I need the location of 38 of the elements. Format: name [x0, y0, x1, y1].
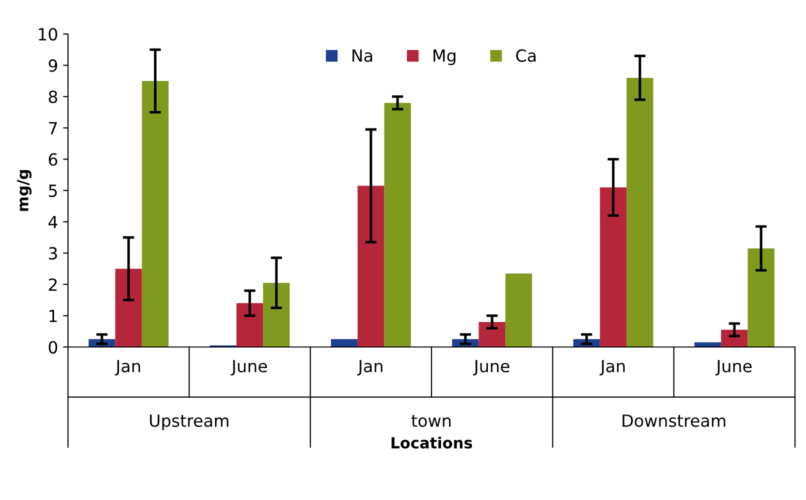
- legend-label: Ca: [516, 49, 536, 62]
- bar: [358, 186, 384, 347]
- y-tick-label: 3: [48, 247, 57, 260]
- x-tick-label: Jan: [600, 360, 625, 376]
- bar: [330, 339, 358, 347]
- y-tick-label: 9: [48, 59, 58, 72]
- x-tick-label: June: [715, 360, 752, 376]
- y-tick-label: 4: [48, 216, 58, 228]
- x-axis-title: Locations: [392, 436, 472, 449]
- y-tick-label: 8: [48, 90, 58, 104]
- x-tick-label: June: [473, 360, 510, 376]
- y-tick-label: 1: [50, 310, 57, 322]
- y-tick-label: 6: [48, 153, 58, 166]
- y-tick-label: 0: [48, 340, 58, 354]
- bar: [721, 330, 748, 347]
- bar: [384, 102, 411, 347]
- bar: [236, 303, 264, 347]
- x-tick-label: Jan: [114, 360, 140, 376]
- bar: [115, 268, 142, 347]
- legend-label: Mg: [434, 50, 456, 66]
- bar: [748, 248, 774, 347]
- y-tick-label: 7: [49, 122, 57, 134]
- x-tick-label: June: [230, 360, 268, 376]
- bar: [505, 273, 532, 347]
- y-tick-label: 10: [38, 28, 58, 41]
- y-tick-label: 2: [48, 278, 57, 291]
- y-axis-title: mg/g: [17, 170, 32, 211]
- x-tick-label: Jan: [357, 360, 382, 376]
- bar: [600, 187, 627, 347]
- text: town: [411, 415, 451, 427]
- text: Downstream: [622, 414, 726, 427]
- text: Upstream: [150, 414, 228, 430]
- y-tick-label: 5: [48, 184, 57, 198]
- legend-label: Na: [352, 50, 372, 62]
- bar: [142, 80, 169, 347]
- bar: [478, 322, 506, 347]
- bar: [263, 282, 290, 347]
- bar: [626, 78, 654, 347]
